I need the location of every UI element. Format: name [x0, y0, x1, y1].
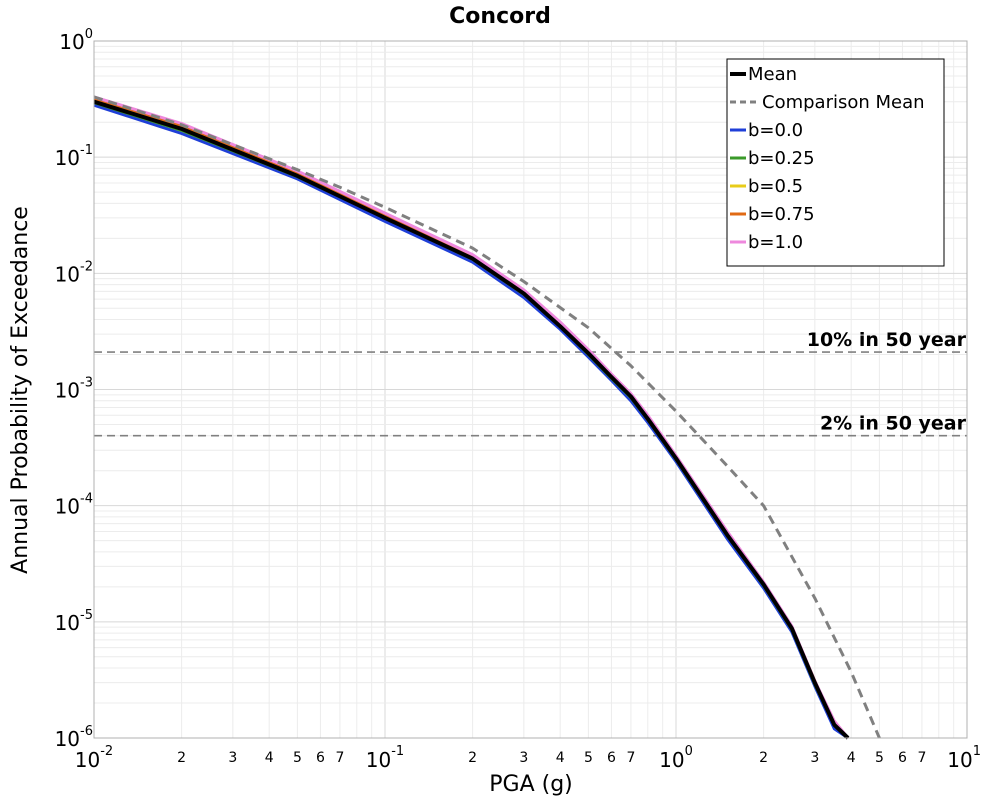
y-tick-label: 10-2 — [55, 259, 93, 286]
x-minor-tick-label: 4 — [847, 750, 856, 766]
grid — [93, 41, 967, 739]
x-minor-tick-label: 3 — [519, 750, 528, 766]
series-lines — [93, 95, 881, 740]
y-tick-label: 10-4 — [55, 492, 93, 519]
series-line-6 — [93, 95, 881, 739]
y-tick-label: 10-3 — [55, 376, 93, 403]
x-minor-tick-label: 2 — [468, 750, 477, 766]
reference-lines: 10% in 50 year 2% in 50 year — [94, 329, 967, 437]
y-axis-label: Annual Probability of Exceedance — [8, 206, 33, 574]
x-minor-tick-label: 7 — [917, 750, 926, 766]
x-minor-tick-label: 6 — [607, 750, 616, 766]
y-tick-label: 10-1 — [55, 143, 93, 170]
x-axis-label: PGA (g) — [489, 772, 573, 797]
x-minor-tick-label: 5 — [584, 750, 593, 766]
x-minor-tick-label: 4 — [556, 750, 565, 766]
legend-box — [726, 58, 945, 267]
x-minor-tick-label: 6 — [898, 750, 907, 766]
x-tick-label: 10-1 — [366, 744, 404, 772]
legend-entry-label: b=1.0 — [748, 232, 803, 253]
plot-area-frame — [93, 40, 968, 739]
legend-entry-label: b=0.5 — [748, 176, 803, 197]
x-tick-label: 100 — [659, 744, 693, 772]
x-tick-label: 10-2 — [75, 744, 113, 772]
y-tick-label: 10-6 — [55, 724, 93, 751]
y-tick-label: 100 — [59, 27, 93, 54]
reference-line-label: 10% in 50 year — [807, 329, 967, 351]
y-tick-label: 10-5 — [55, 608, 93, 635]
reference-line-label: 2% in 50 year — [820, 413, 967, 435]
series-line-5 — [93, 99, 850, 740]
x-minor-tick-label: 5 — [875, 750, 884, 766]
legend: Mean Comparison Mean b=0.0 b=0.25 b=0.5 b=0.7… — [726, 58, 945, 267]
x-minor-tick-label: 2 — [759, 750, 768, 766]
x-minor-tick-label: 4 — [265, 750, 274, 766]
legend-entry-label: Comparison Mean — [762, 92, 925, 113]
x-tick-label: 101 — [947, 744, 981, 772]
legend-entry-label: b=0.75 — [748, 204, 815, 225]
legend-entry-label: Mean — [748, 64, 797, 85]
x-minor-tick-label: 3 — [810, 750, 819, 766]
x-minor-tick-label: 5 — [293, 750, 302, 766]
x-minor-tick-label: 2 — [177, 750, 186, 766]
chart-title: Concord — [449, 4, 551, 29]
legend-entry-label: b=0.25 — [748, 148, 815, 169]
legend-entry-label: b=0.0 — [748, 120, 803, 141]
x-minor-tick-label: 3 — [228, 750, 237, 766]
x-minor-tick-label: 7 — [335, 750, 344, 766]
x-minor-tick-label: 7 — [626, 750, 635, 766]
x-minor-tick-label: 6 — [316, 750, 325, 766]
y-axis-ticks: 100 10-1 10-2 10-3 10-4 10-5 10-6 — [55, 27, 93, 751]
